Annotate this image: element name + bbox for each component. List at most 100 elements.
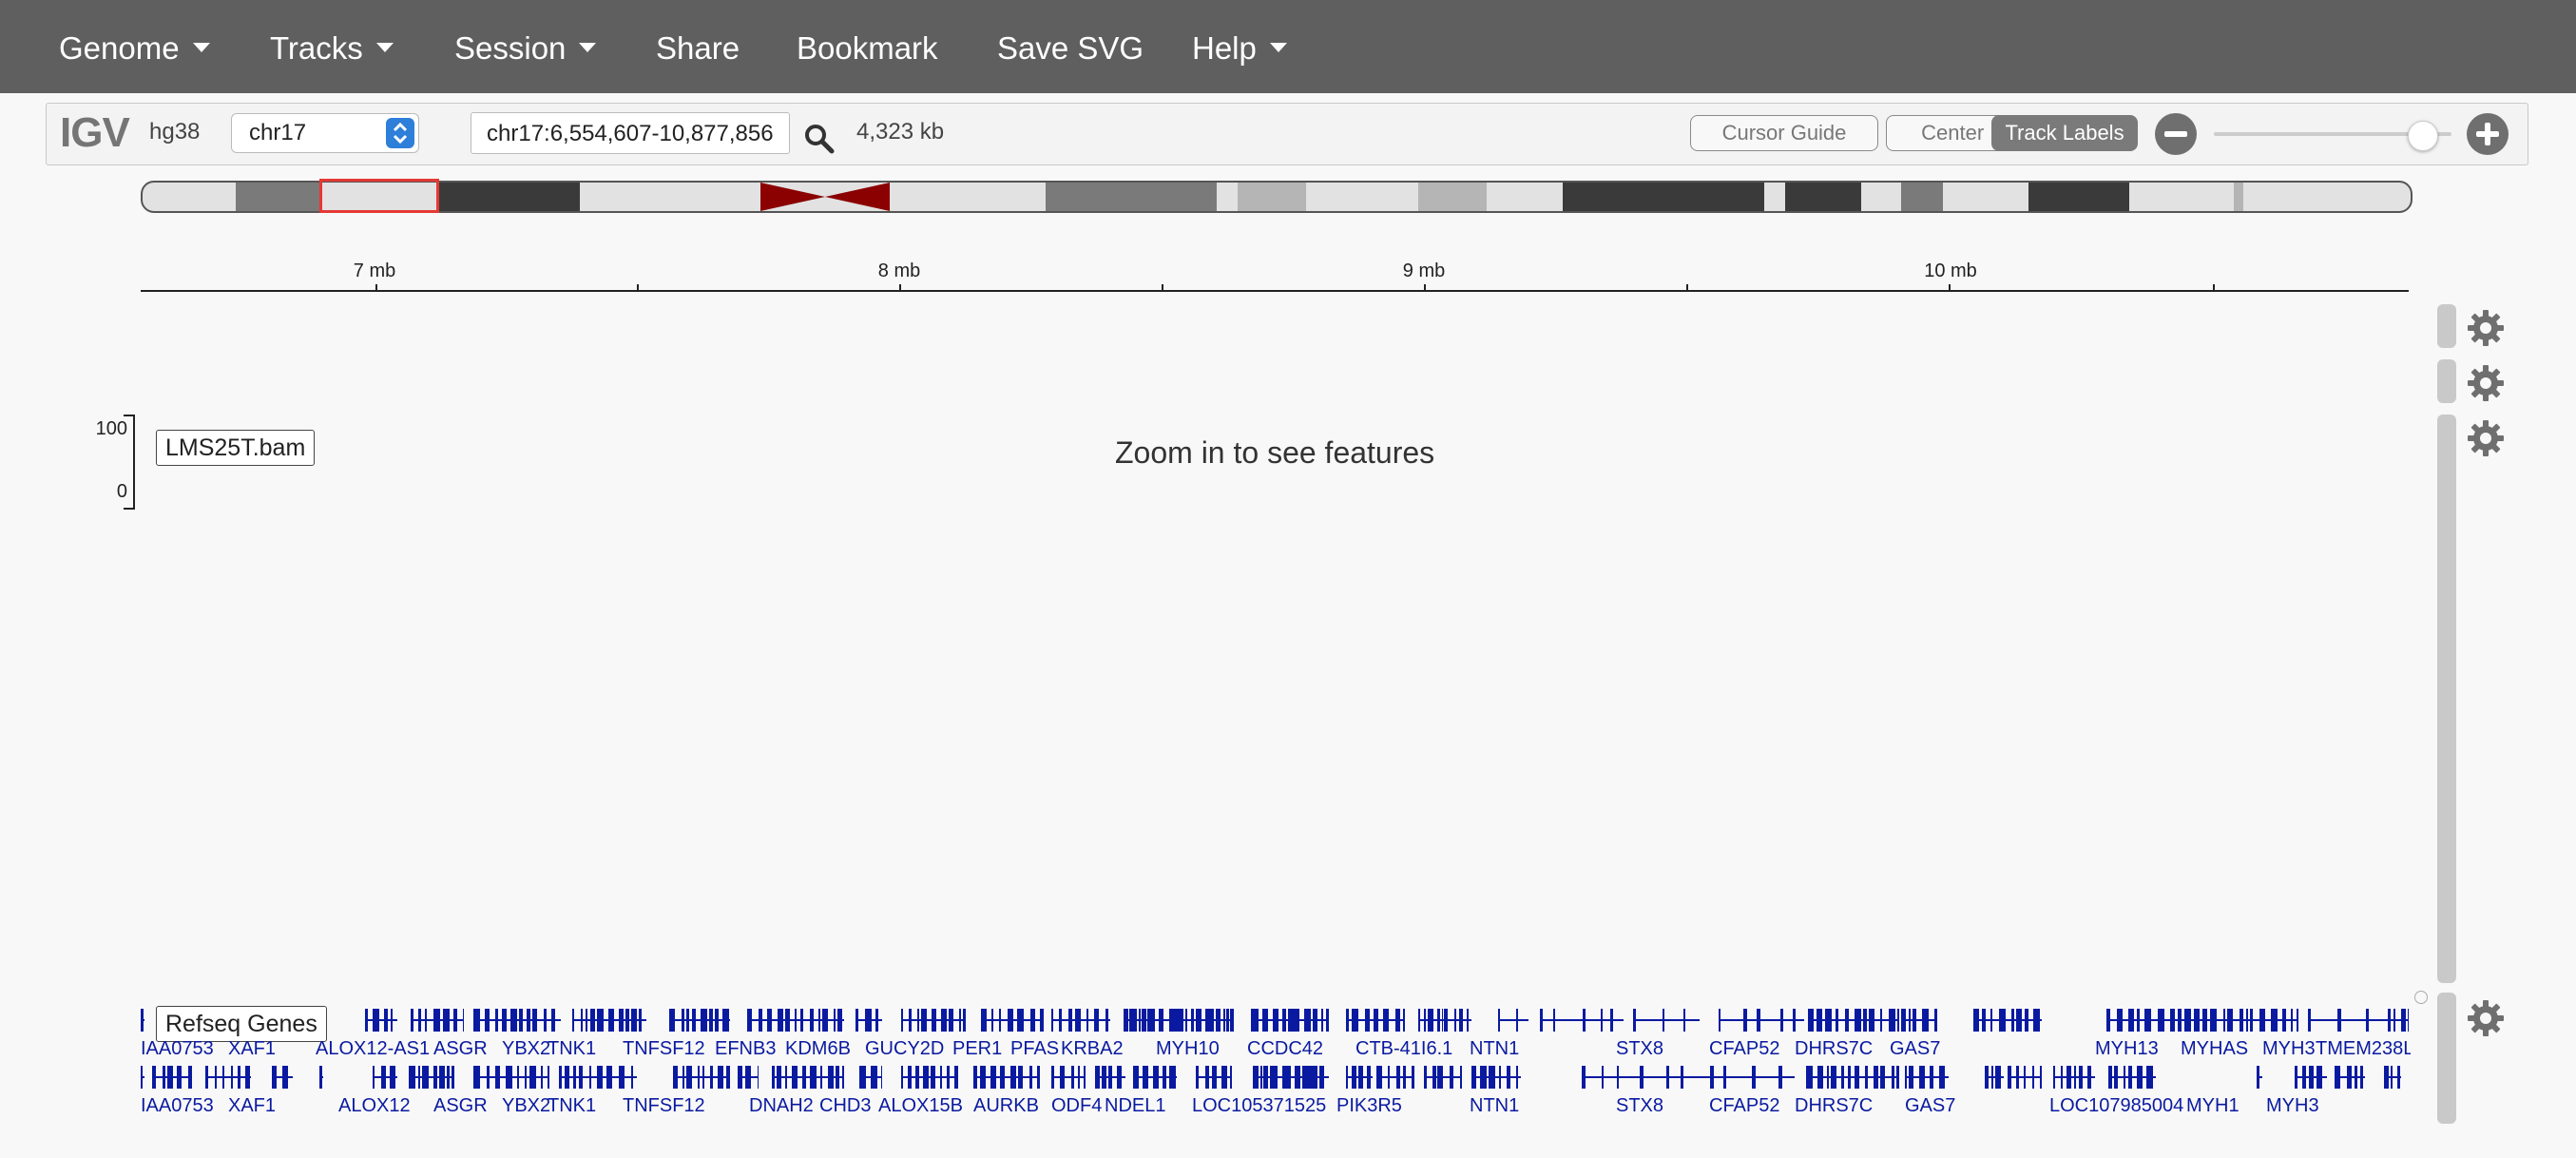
- gene-exon: [1102, 1066, 1106, 1089]
- gene-exon: [1540, 1009, 1543, 1032]
- gene-exon: [1909, 1066, 1913, 1089]
- gene-exon: [245, 1066, 250, 1089]
- gene-exon: [2246, 1009, 2248, 1032]
- gene-exon: [2335, 1066, 2340, 1089]
- gene-exon: [1216, 1009, 1221, 1032]
- zoom-out-button[interactable]: [2155, 113, 2197, 155]
- gene-exon: [1778, 1066, 1782, 1089]
- gene-exon: [1273, 1066, 1278, 1089]
- gene-label: XAF1: [228, 1038, 277, 1059]
- gene-exon: [908, 1066, 912, 1089]
- track-scrollbar[interactable]: [2437, 415, 2456, 983]
- gene-exon: [795, 1009, 797, 1032]
- select-arrows-icon: [386, 118, 414, 148]
- gene-exon: [1498, 1009, 1500, 1032]
- gene-exon: [709, 1009, 713, 1032]
- gene-exon: [2137, 1066, 2143, 1089]
- gene-exon: [1640, 1066, 1644, 1089]
- zoom-slider[interactable]: [2214, 132, 2451, 136]
- gene-exon: [1582, 1066, 1586, 1089]
- zoom-slider-handle[interactable]: [2408, 121, 2438, 151]
- gear-icon[interactable]: [2466, 418, 2506, 458]
- locus-input[interactable]: chr17:6,554,607-10,877,856: [471, 112, 790, 154]
- gene-label: YBX2: [502, 1095, 551, 1116]
- gene-exon: [1232, 1009, 1234, 1032]
- gene-exon: [800, 1009, 803, 1032]
- collapse-indicator[interactable]: [2414, 991, 2428, 1004]
- gear-icon[interactable]: [2466, 998, 2506, 1038]
- gene-exon: [1358, 1066, 1363, 1089]
- gene-exon: [2259, 1009, 2265, 1032]
- track-label-refseq[interactable]: Refseq Genes: [156, 1006, 327, 1042]
- gene-exon: [901, 1066, 903, 1089]
- gene-label: IAA0753: [141, 1038, 214, 1059]
- gene-label: TNFSF12: [623, 1095, 705, 1116]
- gene-exon: [581, 1009, 583, 1032]
- chromosome-value: chr17: [249, 120, 307, 145]
- gene-exon: [2128, 1009, 2134, 1032]
- gene-exon: [1388, 1066, 1390, 1089]
- gene-exon: [1930, 1066, 1933, 1089]
- gene-exon: [1825, 1009, 1832, 1032]
- gene-label: TNK1: [548, 1095, 597, 1116]
- gene-exon: [718, 1066, 723, 1089]
- gene-exon: [215, 1066, 217, 1089]
- gene-exon: [167, 1066, 173, 1089]
- ideogram-band: [437, 183, 580, 211]
- gene-exon: [1454, 1009, 1456, 1032]
- gene-exon: [447, 1066, 450, 1089]
- menu-help-label: Help: [1192, 30, 1257, 66]
- chevron-down-icon: [579, 43, 597, 53]
- chevron-down-icon: [192, 43, 210, 53]
- gene-label: TNFSF12: [623, 1038, 705, 1059]
- gene-exon: [519, 1009, 523, 1032]
- gene-exon: [1226, 1009, 1229, 1032]
- menu-tracks[interactable]: Tracks: [270, 27, 394, 70]
- menu-bookmark[interactable]: Bookmark: [797, 27, 938, 70]
- gene-exon: [1683, 1009, 1685, 1032]
- gene-label: KRBA2: [1061, 1038, 1124, 1059]
- refseq-gene-features[interactable]: [141, 1003, 2409, 1117]
- gene-exon: [1723, 1066, 1726, 1089]
- track-scrollbar[interactable]: [2437, 359, 2456, 403]
- gene-label: CFAP52: [1709, 1095, 1780, 1116]
- gene-exon: [1129, 1009, 1135, 1032]
- menu-help[interactable]: Help: [1192, 27, 1287, 70]
- gene-exon: [1507, 1066, 1510, 1089]
- track-label-bam[interactable]: LMS25T.bam: [156, 430, 316, 466]
- menu-share[interactable]: Share: [656, 27, 740, 70]
- gene-exon: [1078, 1066, 1080, 1089]
- gene-exon: [1817, 1009, 1822, 1032]
- gene-exon: [425, 1009, 427, 1032]
- menu-genome[interactable]: Genome: [59, 27, 210, 70]
- gene-exon: [1444, 1009, 1448, 1032]
- gene-exon: [1831, 1066, 1836, 1089]
- gene-exon: [1169, 1066, 1176, 1089]
- gene-exon: [1326, 1009, 1329, 1032]
- gene-exon: [1296, 1066, 1300, 1089]
- genome-label: hg38: [149, 119, 201, 145]
- search-icon[interactable]: [803, 123, 836, 155]
- track-scrollbar[interactable]: [2437, 993, 2456, 1124]
- gene-exon: [2053, 1066, 2055, 1089]
- gear-icon[interactable]: [2466, 308, 2506, 348]
- track-labels-button[interactable]: Track Labels: [1991, 115, 2138, 151]
- gene-label: MYH1: [2186, 1095, 2240, 1116]
- gene-exon: [381, 1066, 386, 1089]
- gene-exon: [589, 1066, 591, 1089]
- gene-exon: [2074, 1066, 2076, 1089]
- menu-session[interactable]: Session: [454, 27, 597, 70]
- chromosome-ideogram[interactable]: [141, 181, 2413, 213]
- gene-exon: [572, 1009, 574, 1032]
- gene-exon: [2011, 1009, 2014, 1032]
- gene-label: ALOX15B: [878, 1095, 963, 1116]
- gene-exon: [991, 1009, 993, 1032]
- menu-save-svg[interactable]: Save SVG: [997, 27, 1144, 70]
- cursor-guide-button[interactable]: Cursor Guide: [1690, 115, 1878, 151]
- gene-exon: [2158, 1009, 2164, 1032]
- gene-exon: [411, 1009, 413, 1032]
- chromosome-select[interactable]: chr17: [231, 113, 419, 153]
- track-scrollbar[interactable]: [2437, 304, 2456, 348]
- gear-icon[interactable]: [2466, 363, 2506, 403]
- zoom-in-button[interactable]: [2467, 113, 2509, 155]
